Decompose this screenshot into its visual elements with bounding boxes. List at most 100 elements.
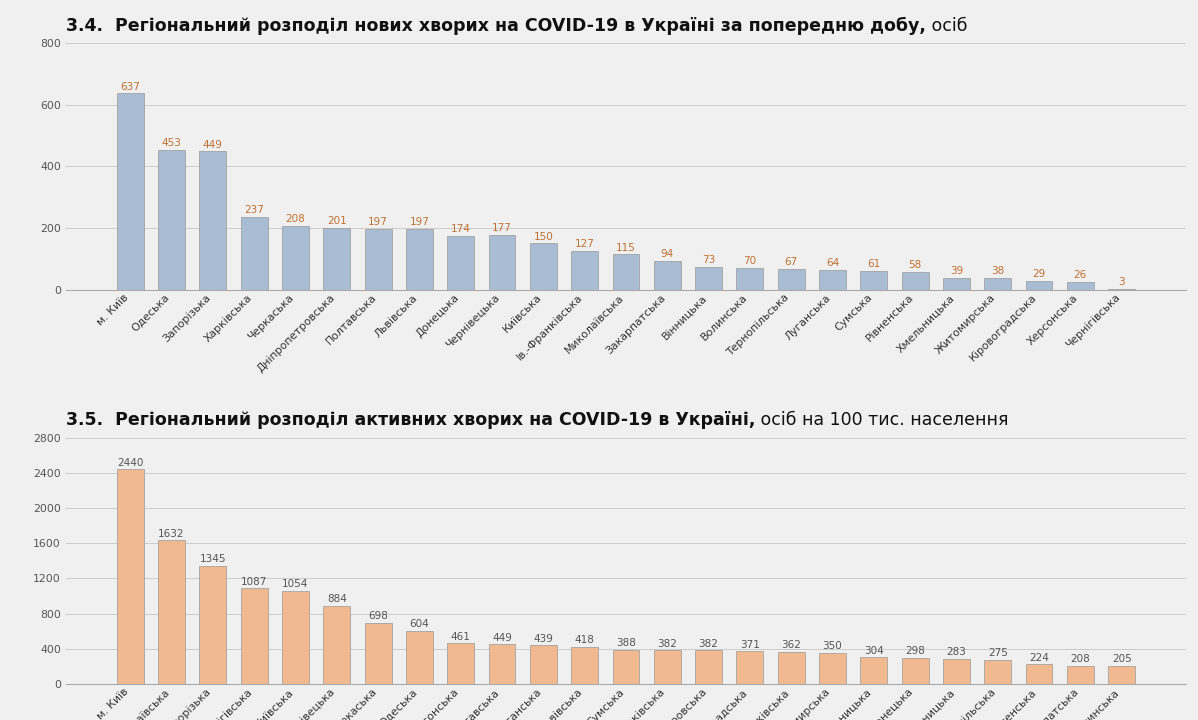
Text: 177: 177 <box>492 223 512 233</box>
Bar <box>1025 281 1053 289</box>
Text: 67: 67 <box>785 257 798 267</box>
Text: 362: 362 <box>781 640 801 650</box>
Bar <box>943 278 970 289</box>
Text: 637: 637 <box>120 81 140 91</box>
Bar <box>654 650 680 684</box>
Bar <box>819 270 846 289</box>
Text: 3: 3 <box>1119 277 1125 287</box>
Text: 382: 382 <box>658 639 677 649</box>
Text: 298: 298 <box>906 646 925 656</box>
Text: 197: 197 <box>368 217 388 228</box>
Bar <box>364 623 392 684</box>
Bar <box>241 588 267 684</box>
Bar <box>860 271 888 289</box>
Bar <box>117 469 144 684</box>
Text: 3.5.  Регіональний розподіл активних хворих на COVID-19 в Україні,: 3.5. Регіональний розподіл активних хвор… <box>66 411 755 429</box>
Text: 439: 439 <box>533 634 553 644</box>
Bar <box>530 645 557 684</box>
Text: 201: 201 <box>327 216 346 226</box>
Bar <box>778 269 805 289</box>
Bar <box>778 652 805 684</box>
Text: 388: 388 <box>616 638 636 648</box>
Bar <box>406 229 432 289</box>
Text: 73: 73 <box>702 256 715 266</box>
Text: 64: 64 <box>825 258 839 269</box>
Text: 224: 224 <box>1029 652 1049 662</box>
Bar <box>1025 665 1053 684</box>
Bar <box>282 225 309 289</box>
Bar <box>737 652 763 684</box>
Bar <box>241 217 267 289</box>
Text: 275: 275 <box>988 648 1008 658</box>
Text: осіб на 100 тис. населення: осіб на 100 тис. населення <box>755 411 1009 429</box>
Text: 127: 127 <box>575 239 594 249</box>
Bar <box>1108 666 1136 684</box>
Text: 39: 39 <box>950 266 963 276</box>
Bar <box>902 271 928 289</box>
Text: 461: 461 <box>450 631 471 642</box>
Text: 208: 208 <box>285 214 305 224</box>
Bar <box>489 644 515 684</box>
Bar <box>199 566 226 684</box>
Bar <box>199 151 226 289</box>
Bar <box>158 540 184 684</box>
Text: 418: 418 <box>575 636 594 646</box>
Bar <box>695 267 722 289</box>
Text: 283: 283 <box>946 647 967 657</box>
Text: 2440: 2440 <box>117 457 144 467</box>
Bar <box>571 251 598 289</box>
Text: 1054: 1054 <box>283 580 309 590</box>
Bar <box>985 660 1011 684</box>
Bar <box>117 94 144 289</box>
Text: 304: 304 <box>864 646 884 655</box>
Text: 58: 58 <box>908 260 921 270</box>
Bar <box>282 591 309 684</box>
Text: 29: 29 <box>1033 269 1046 279</box>
Bar <box>943 659 970 684</box>
Text: 449: 449 <box>492 633 512 643</box>
Bar <box>571 647 598 684</box>
Text: 449: 449 <box>202 140 223 150</box>
Text: 61: 61 <box>867 259 881 269</box>
Text: 208: 208 <box>1071 654 1090 664</box>
Text: 698: 698 <box>368 611 388 621</box>
Bar <box>695 650 722 684</box>
Text: 884: 884 <box>327 595 346 605</box>
Bar <box>489 235 515 289</box>
Bar <box>737 268 763 289</box>
Text: 150: 150 <box>533 232 553 242</box>
Text: 197: 197 <box>410 217 429 228</box>
Text: 237: 237 <box>244 205 264 215</box>
Text: 38: 38 <box>991 266 1004 276</box>
Text: 1345: 1345 <box>200 554 226 564</box>
Bar <box>530 243 557 289</box>
Bar <box>323 606 350 684</box>
Text: 205: 205 <box>1112 654 1132 665</box>
Bar <box>158 150 184 289</box>
Bar <box>985 278 1011 289</box>
Text: 1632: 1632 <box>158 528 184 539</box>
Text: 604: 604 <box>410 619 429 629</box>
Text: 115: 115 <box>616 243 636 253</box>
Bar <box>612 254 640 289</box>
Bar <box>1067 666 1094 684</box>
Text: 26: 26 <box>1073 270 1087 280</box>
Text: осіб: осіб <box>926 17 967 35</box>
Bar <box>612 650 640 684</box>
Text: 1087: 1087 <box>241 577 267 587</box>
Text: 350: 350 <box>823 642 842 652</box>
Bar <box>654 261 680 289</box>
Bar <box>860 657 888 684</box>
Bar <box>1067 282 1094 289</box>
Text: 174: 174 <box>450 225 471 234</box>
Text: 3.4.  Регіональний розподіл нових хворих на COVID-19 в Україні за попередню добу: 3.4. Регіональний розподіл нових хворих … <box>66 17 926 35</box>
Bar <box>902 658 928 684</box>
Text: 371: 371 <box>740 639 760 649</box>
Bar <box>323 228 350 289</box>
Bar <box>447 236 474 289</box>
Bar <box>406 631 432 684</box>
Text: 382: 382 <box>698 639 719 649</box>
Text: 70: 70 <box>743 256 756 266</box>
Bar <box>819 653 846 684</box>
Bar <box>364 229 392 289</box>
